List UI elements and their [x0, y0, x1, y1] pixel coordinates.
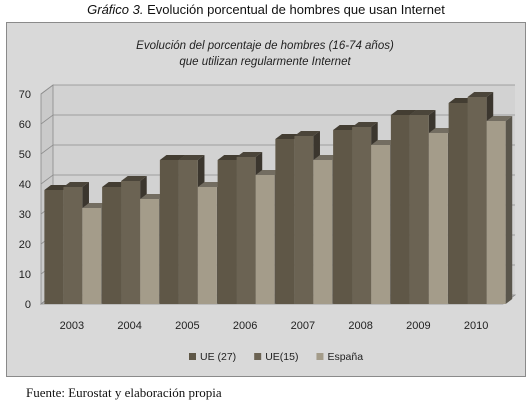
bar-2003-1-top: [63, 182, 89, 187]
bar-2004-0-front: [102, 187, 122, 304]
bar-2003-2-front: [82, 208, 102, 304]
y-tick-label-50: 50: [19, 149, 31, 161]
legend-swatch-0: [189, 353, 196, 360]
bar-2007-1-top: [294, 131, 320, 136]
chart-title-line-1: Evolución del porcentaje de hombres (16-…: [136, 40, 394, 52]
x-tick-label-2007: 2007: [291, 320, 315, 332]
bar-2007-2-top: [313, 155, 339, 160]
source-note: Fuente: Eurostat y elaboración propia: [26, 385, 222, 400]
gridline-60: [40, 114, 515, 125]
bar-2005-0-top: [159, 155, 186, 160]
x-tick-label-2006: 2006: [233, 320, 257, 332]
bar-2003-1-front: [63, 187, 83, 304]
x-tick-label-2008: 2008: [348, 320, 372, 332]
chart: Evolución del porcentaje de hombres (16-…: [19, 40, 517, 363]
bar-2010-1-front: [467, 97, 487, 304]
caption-number: Gráfico 3.: [87, 2, 144, 17]
bar-2010-2-front: [486, 121, 506, 304]
bar-2007-2-front: [313, 160, 333, 304]
caption-text: Evolución porcentual de hombres que usan…: [147, 2, 445, 17]
chart-title-line-2: que utilizan regularmente Internet: [179, 56, 351, 68]
bar-2005-2-front: [197, 187, 217, 304]
y-tick-label-60: 60: [19, 119, 31, 131]
bar-2009-0-top: [390, 110, 417, 115]
x-tick-label-2005: 2005: [175, 320, 199, 332]
y-tick-label-10: 10: [19, 269, 31, 281]
chart-frame: Evolución del porcentaje de hombres (16-…: [6, 22, 526, 377]
bar-2006-1-front: [236, 157, 256, 304]
y-tick-label-20: 20: [19, 239, 31, 251]
bar-2005-1-top: [178, 155, 205, 160]
bar-2005-1-front: [178, 160, 198, 304]
x-tick-label-2003: 2003: [60, 320, 84, 332]
bar-2010-2-side: [505, 116, 513, 304]
bar-2010-2-top: [486, 116, 513, 121]
gridline-70: [40, 84, 515, 95]
figure-caption: Gráfico 3. Evolución porcentual de hombr…: [0, 2, 532, 17]
bar-2009-1-top: [409, 110, 436, 115]
bar-2003-0-front: [44, 190, 64, 304]
bar-2007-0-front: [275, 139, 295, 304]
y-tick-label-30: 30: [19, 209, 31, 221]
x-tick-label-2009: 2009: [406, 320, 430, 332]
bar-2009-2-top: [428, 128, 455, 133]
bar-2006-2-top: [255, 170, 282, 175]
bar-2007-1-front: [294, 136, 314, 304]
y-tick-label-40: 40: [19, 179, 31, 191]
bar-2004-2-front: [140, 199, 160, 304]
bar-2006-2-front: [255, 175, 275, 304]
bar-2010-0-front: [448, 103, 468, 304]
y-tick-label-70: 70: [19, 89, 31, 101]
bar-2006-1-top: [236, 152, 263, 157]
legend-label-2: España: [327, 351, 363, 363]
legend-swatch-1: [254, 353, 262, 360]
legend-swatch-2: [316, 353, 324, 360]
x-tick-label-2010: 2010: [464, 320, 488, 332]
y-tick-label-0: 0: [25, 299, 31, 311]
bar-2003-2-top: [82, 203, 108, 208]
bar-2008-1-top: [352, 122, 378, 127]
bar-2008-2-front: [371, 145, 391, 304]
bar-2008-0-front: [333, 130, 353, 304]
bar-2006-0-front: [217, 160, 237, 304]
bar-2004-1-top: [121, 176, 147, 181]
x-tick-label-2004: 2004: [117, 320, 141, 332]
legend-label-0: UE (27): [200, 351, 236, 363]
bar-2009-0-front: [390, 115, 410, 304]
bar-2004-1-front: [121, 181, 141, 304]
bar-2005-2-top: [197, 182, 224, 187]
bar-2009-1-front: [409, 115, 429, 304]
bar-2004-2-top: [140, 194, 166, 199]
bar-2009-2-front: [428, 133, 448, 304]
bar-2005-0-front: [159, 160, 179, 304]
bar-2008-2-top: [371, 140, 397, 145]
bar-2008-1-front: [352, 127, 372, 304]
bar-2010-1-top: [467, 92, 494, 97]
legend-label-1: UE(15): [265, 351, 298, 363]
